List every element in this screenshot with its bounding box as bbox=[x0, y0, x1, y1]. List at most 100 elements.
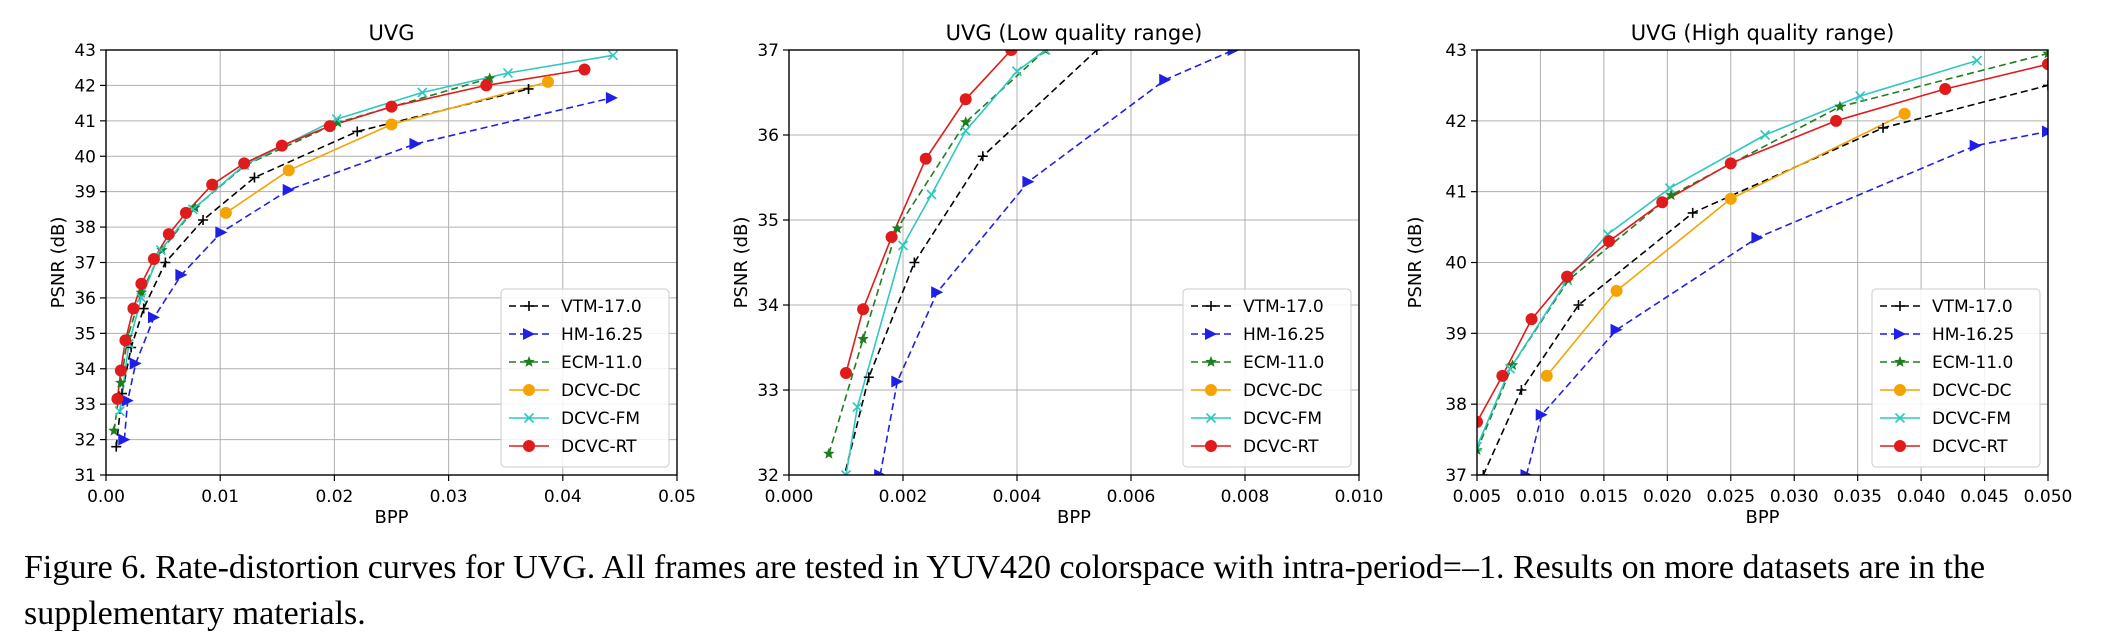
data-point bbox=[1898, 107, 1911, 120]
data-point bbox=[926, 189, 937, 200]
x-tick-label: 0.002 bbox=[879, 487, 928, 507]
x-tick-label: 0.005 bbox=[1453, 487, 1502, 507]
data-point bbox=[1751, 231, 1764, 244]
x-tick-label: 0.030 bbox=[1770, 487, 1819, 507]
data-point bbox=[138, 303, 149, 314]
series-line bbox=[843, 50, 1098, 475]
data-point bbox=[1506, 359, 1519, 371]
data-point bbox=[1525, 313, 1538, 326]
data-point bbox=[238, 157, 251, 170]
series-line bbox=[118, 54, 614, 412]
data-point bbox=[155, 245, 166, 256]
y-tick-label: 35 bbox=[74, 324, 96, 344]
data-point bbox=[332, 116, 344, 128]
data-point bbox=[1664, 183, 1675, 194]
data-point bbox=[385, 100, 398, 113]
data-point bbox=[840, 367, 852, 379]
legend-label: DCVC-RT bbox=[1243, 437, 1319, 457]
x-tick-label: 0.040 bbox=[1897, 487, 1946, 507]
data-point bbox=[2042, 58, 2048, 71]
y-axis-label: PSNR (dB) bbox=[1405, 217, 1426, 309]
data-point bbox=[1478, 470, 1489, 475]
data-point bbox=[1602, 235, 1615, 248]
data-point bbox=[219, 206, 232, 219]
y-tick-label: 38 bbox=[74, 218, 96, 238]
data-point bbox=[919, 152, 932, 165]
legend-marker bbox=[523, 328, 535, 340]
data-point bbox=[275, 139, 288, 152]
data-point bbox=[885, 231, 898, 243]
legend-label: HM-16.25 bbox=[1243, 325, 1325, 345]
data-point bbox=[1878, 122, 1889, 133]
y-tick-label: 40 bbox=[1445, 254, 1467, 274]
data-point bbox=[959, 116, 972, 128]
legend-marker bbox=[1894, 356, 1906, 367]
axes-frame bbox=[105, 49, 678, 476]
y-tick-label: 34 bbox=[757, 296, 779, 316]
y-tick-label: 36 bbox=[74, 289, 96, 309]
x-tick-label: 0.05 bbox=[658, 487, 696, 507]
data-point bbox=[282, 183, 295, 196]
legend-label: ECM-11.0 bbox=[1243, 353, 1324, 373]
series-line bbox=[113, 77, 490, 431]
legend-marker bbox=[1205, 328, 1217, 340]
chart-title: UVG (Low quality range) bbox=[946, 21, 1203, 45]
series-line bbox=[115, 88, 529, 447]
y-axis-label: PSNR (dB) bbox=[48, 217, 69, 309]
chart-title: UVG bbox=[368, 21, 414, 45]
series-line bbox=[1477, 52, 2048, 451]
legend-label: ECM-11.0 bbox=[561, 353, 642, 373]
data-point bbox=[1516, 385, 1527, 395]
y-tick-label: 37 bbox=[1445, 466, 1467, 486]
legend-marker bbox=[1895, 301, 1905, 311]
data-point bbox=[179, 206, 192, 219]
chart-panel-2: 0.000 0.002 0.004 0.006 0.008 0.010 32 33 34 35 36… bbox=[731, 21, 1383, 528]
data-point bbox=[215, 226, 228, 239]
data-point bbox=[1687, 207, 1698, 218]
data-point bbox=[823, 447, 835, 459]
data-point bbox=[1022, 175, 1035, 188]
data-point bbox=[198, 215, 209, 225]
data-point bbox=[2043, 80, 2048, 91]
data-point bbox=[111, 441, 122, 452]
y-tick-label: 39 bbox=[1445, 324, 1467, 344]
data-point bbox=[1724, 157, 1737, 170]
series-line bbox=[845, 50, 1012, 374]
figure-caption: Figure 6. Rate-distortion curves for UVG… bbox=[24, 549, 1986, 632]
data-point bbox=[1504, 363, 1516, 374]
legend-marker bbox=[1206, 301, 1216, 311]
data-point bbox=[1855, 90, 1866, 102]
data-point bbox=[891, 222, 904, 234]
data-point bbox=[323, 120, 336, 133]
data-point bbox=[175, 268, 188, 281]
data-point bbox=[1834, 100, 1846, 112]
y-tick-label: 39 bbox=[74, 183, 96, 203]
data-point bbox=[147, 311, 160, 324]
x-tick-label: 0.008 bbox=[1221, 487, 1270, 507]
y-tick-label: 36 bbox=[757, 126, 779, 146]
legend-label: DCVC-DC bbox=[1243, 381, 1323, 401]
x-tick-label: 0.000 bbox=[765, 487, 814, 507]
series-layer bbox=[1477, 50, 2048, 475]
series-layer bbox=[823, 50, 1240, 475]
data-point bbox=[1159, 73, 1172, 86]
data-point bbox=[960, 125, 971, 136]
data-point bbox=[115, 376, 127, 388]
y-tick-label: 41 bbox=[1445, 183, 1467, 203]
y-tick-label: 43 bbox=[74, 41, 96, 61]
x-axis-label: BPP bbox=[1745, 507, 1779, 528]
data-point bbox=[484, 72, 496, 84]
data-point bbox=[1656, 196, 1669, 209]
legend-marker bbox=[1205, 440, 1217, 452]
data-point bbox=[523, 83, 534, 94]
data-point bbox=[126, 342, 137, 353]
y-tick-label: 41 bbox=[74, 112, 96, 132]
legend-marker bbox=[1205, 356, 1217, 367]
data-point bbox=[1939, 82, 1952, 95]
legend-label: DCVC-RT bbox=[561, 437, 637, 457]
data-point bbox=[1830, 114, 1843, 127]
data-point bbox=[1561, 270, 1574, 283]
legend-label: VTM-17.0 bbox=[1932, 297, 2013, 317]
data-point bbox=[1540, 369, 1553, 382]
data-point bbox=[1535, 408, 1548, 421]
